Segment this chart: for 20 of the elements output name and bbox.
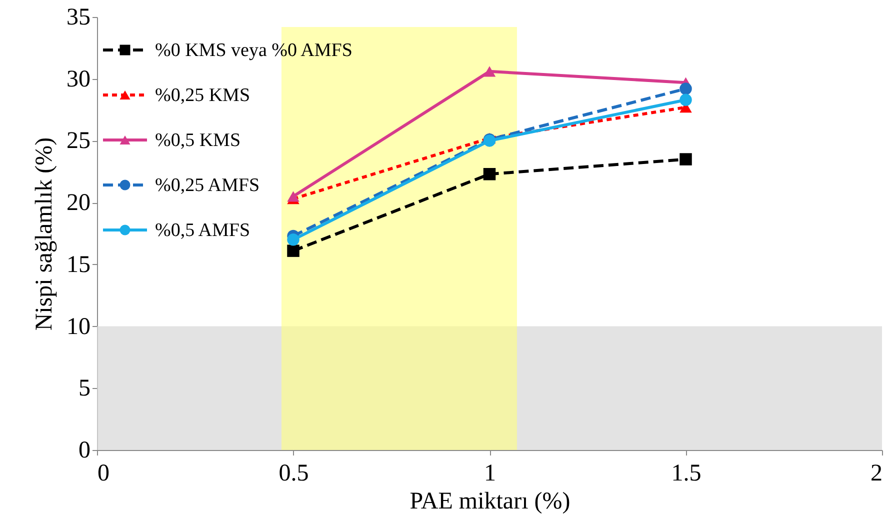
legend-label: %0,25 AMFS <box>155 175 260 196</box>
y-tick-label: 35 <box>66 4 90 30</box>
x-tick-label: 1.5 <box>671 460 702 486</box>
legend-label: %0,5 AMFS <box>155 220 250 241</box>
y-tick-label: 10 <box>66 314 90 340</box>
y-axis-title: Nispi sağlamlık (%) <box>32 137 58 331</box>
y-tick-label: 0 <box>78 438 90 464</box>
y-tick-label: 30 <box>66 66 90 92</box>
x-tick-label: 1 <box>484 460 496 486</box>
legend-label: %0,25 KMS <box>155 85 250 106</box>
y-tick-label: 15 <box>66 252 90 278</box>
x-tick-label: 0.5 <box>278 460 309 486</box>
y-tick-label: 25 <box>66 128 90 154</box>
x-tick-label: 0 <box>98 460 110 486</box>
y-tick-label: 5 <box>78 376 90 402</box>
x-tick-label: 2 <box>870 460 882 486</box>
y-tick-label: 20 <box>66 190 90 216</box>
x-axis-title: PAE miktarı (%) <box>410 488 570 514</box>
legend-label: %0,5 KMS <box>155 130 241 151</box>
legend-label: %0 KMS veya %0 AMFS <box>155 40 352 61</box>
